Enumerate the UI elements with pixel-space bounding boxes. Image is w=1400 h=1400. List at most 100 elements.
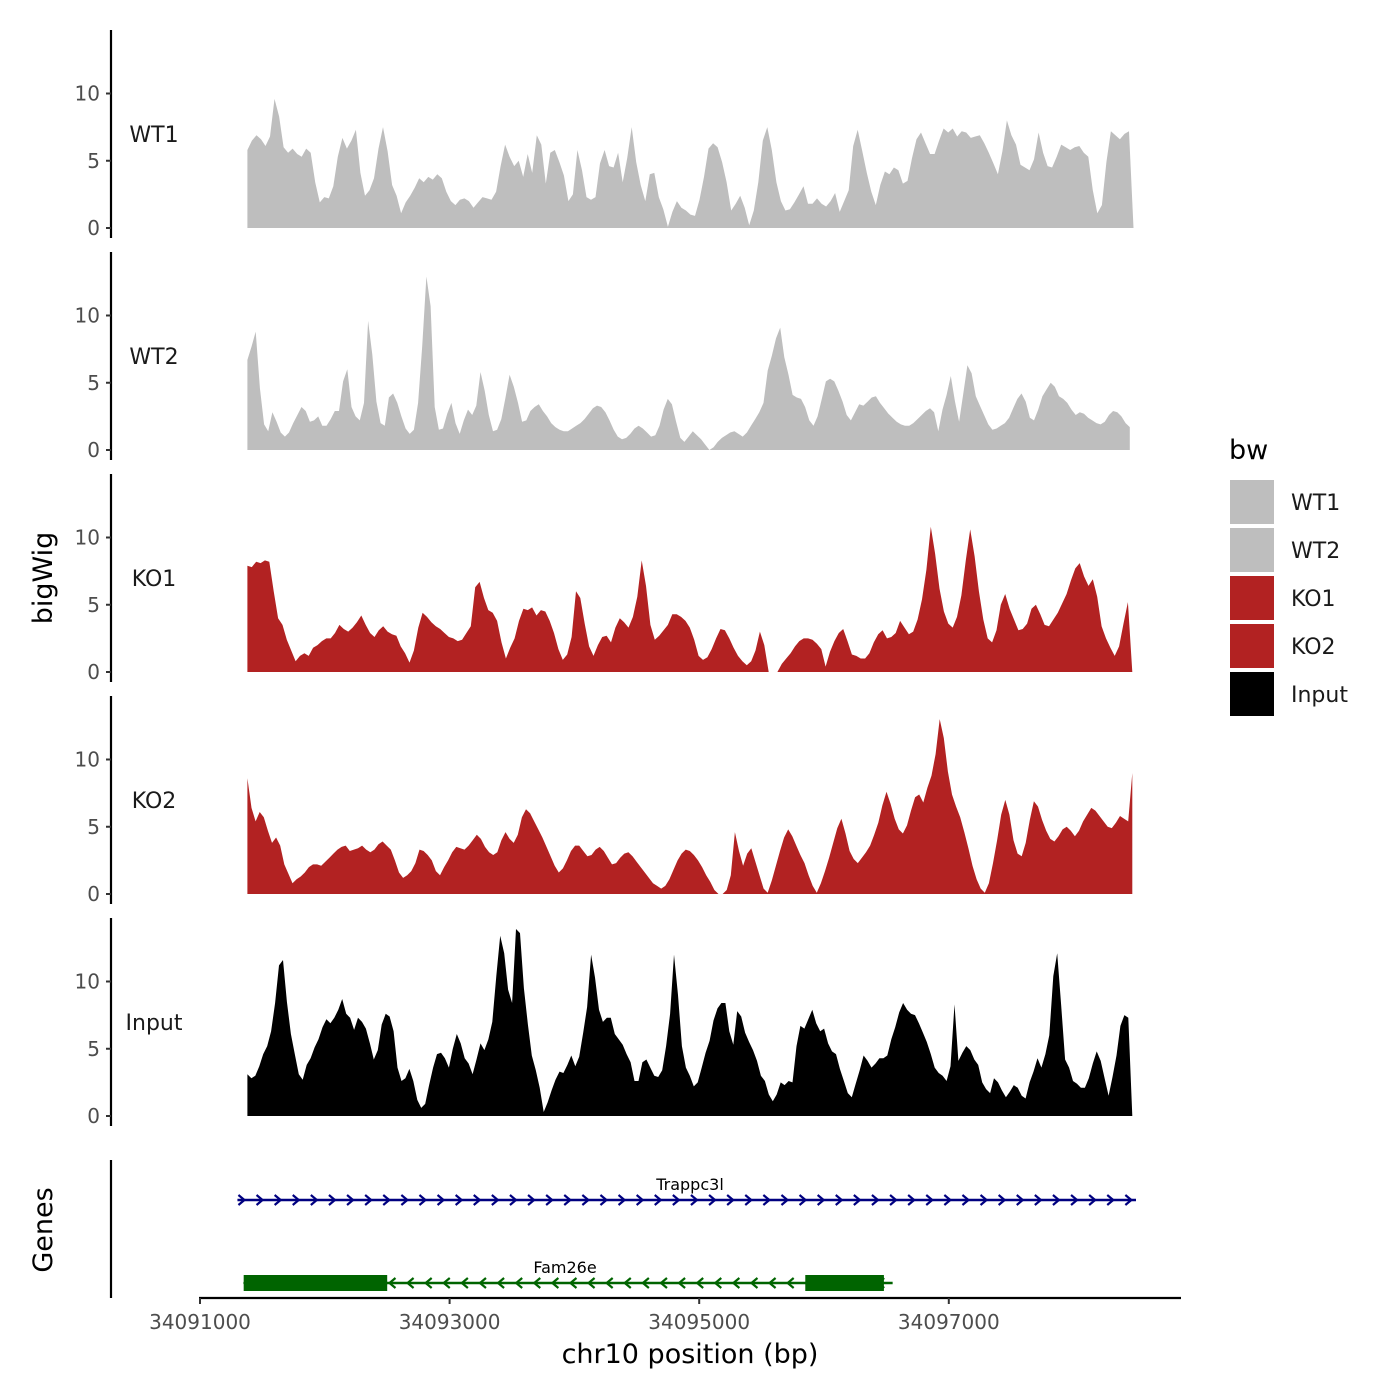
strand-arrow	[835, 1194, 844, 1206]
strand-arrow	[889, 1194, 898, 1206]
strand-arrow	[731, 1277, 741, 1289]
strand-arrow	[654, 1194, 663, 1206]
strand-arrow	[527, 1194, 536, 1206]
legend-label-wt2: WT2	[1291, 539, 1340, 564]
gene-panel: Trappc3l Fam26e	[109, 1160, 1136, 1298]
exon-block	[243, 1275, 388, 1291]
coverage-panels: 0 5 10 WT1 0 5 10 WT2 0 5 10 KO1 0 5 10 KO2 0 5 10 Input	[75, 30, 1134, 1128]
track-label-ko2: KO2	[132, 789, 177, 814]
strand-arrow	[599, 1194, 609, 1206]
strand-arrow	[400, 1194, 410, 1206]
coverage-area-ko2	[247, 719, 1133, 894]
strand-arrow	[853, 1194, 862, 1206]
strand-arrow	[382, 1194, 391, 1206]
strand-arrow	[623, 1277, 632, 1289]
strand-arrow	[672, 1194, 681, 1206]
strand-arrow	[310, 1194, 319, 1206]
strand-arrow	[1052, 1194, 1061, 1206]
y-tick-label: 0	[87, 660, 100, 684]
strand-arrow	[387, 1277, 397, 1289]
strand-arrow	[346, 1194, 355, 1206]
strand-arrow	[690, 1194, 699, 1206]
strand-arrow	[532, 1277, 541, 1289]
legend-swatch-ko2	[1230, 624, 1274, 668]
strand-arrow	[780, 1194, 790, 1206]
strand-arrow	[418, 1194, 428, 1206]
y-tick-label: 10	[75, 970, 100, 994]
track-label-input: Input	[126, 1011, 183, 1036]
strand-arrow	[617, 1194, 627, 1206]
strand-arrow	[1034, 1194, 1043, 1206]
strand-arrow	[514, 1277, 523, 1289]
strand-arrow	[943, 1194, 953, 1206]
strand-arrow	[816, 1194, 826, 1206]
strand-arrow	[563, 1194, 572, 1206]
gene-label: Trappc3l	[655, 1175, 724, 1194]
strand-arrow	[442, 1277, 451, 1289]
strand-arrow	[749, 1277, 759, 1289]
y-tick-label: 0	[87, 216, 100, 240]
strand-arrow	[496, 1277, 505, 1289]
strand-arrow	[460, 1277, 469, 1289]
y-tick-label: 10	[75, 82, 100, 106]
track-panel-ko2: 0 5 10 KO2	[75, 696, 1133, 906]
y-tick-label: 5	[87, 149, 100, 173]
strand-arrow	[961, 1194, 971, 1206]
coverage-area-ko1	[247, 526, 1133, 672]
gene-trappc3l: Trappc3l	[237, 1175, 1136, 1206]
track-label-wt2: WT2	[129, 345, 178, 370]
track-label-ko1: KO1	[132, 567, 177, 592]
strand-arrow	[744, 1194, 753, 1206]
strand-arrow	[1088, 1194, 1097, 1206]
strand-arrow	[423, 1277, 433, 1289]
gene-fam26e: Fam26e	[242, 1258, 893, 1291]
y-tick-label: 5	[87, 593, 100, 617]
strand-arrow	[292, 1194, 301, 1206]
legend-label-wt1: WT1	[1291, 491, 1340, 516]
strand-arrow	[1070, 1194, 1079, 1206]
strand-arrow	[604, 1277, 614, 1289]
x-tick-label: 34093000	[399, 1310, 501, 1334]
strand-arrow	[798, 1194, 808, 1206]
coverage-area-wt2	[247, 276, 1130, 450]
legend-swatch-wt1	[1230, 480, 1274, 524]
strand-arrow	[581, 1194, 591, 1206]
track-label-wt1: WT1	[129, 123, 178, 148]
strand-arrow	[436, 1194, 446, 1206]
y-tick-label: 10	[75, 304, 100, 328]
y-tick-label: 5	[87, 1037, 100, 1061]
strand-arrow	[635, 1194, 645, 1206]
exon-block	[805, 1275, 884, 1291]
y-tick-label: 10	[75, 526, 100, 550]
strand-arrow	[509, 1194, 518, 1206]
x-axis-title: chr10 position (bp)	[562, 1339, 819, 1370]
track-panel-ko1: 0 5 10 KO1	[75, 474, 1133, 684]
strand-arrow	[979, 1194, 989, 1206]
strand-arrow	[478, 1277, 487, 1289]
x-tick-label: 34095000	[648, 1310, 750, 1334]
strand-arrow	[237, 1194, 247, 1206]
strand-arrow	[545, 1194, 554, 1206]
y-axis-title: bigWig	[28, 532, 59, 625]
strand-arrow	[255, 1194, 265, 1206]
strand-arrow	[708, 1194, 717, 1206]
strand-arrow	[405, 1277, 415, 1289]
y-tick-label: 5	[87, 815, 100, 839]
legend-swatch-wt2	[1230, 528, 1274, 572]
genes-axis-title: Genes	[28, 1187, 59, 1272]
strand-arrow	[491, 1194, 500, 1206]
strand-arrow	[871, 1194, 880, 1206]
strand-arrow	[1016, 1194, 1025, 1206]
track-panel-wt2: 0 5 10 WT2	[75, 252, 1130, 462]
track-panel-input: 0 5 10 Input	[75, 918, 1133, 1128]
x-tick-label: 34091000	[149, 1310, 251, 1334]
x-ticks: 34091000 34093000 34095000 34097000	[149, 1298, 1000, 1334]
strand-arrow	[586, 1277, 596, 1289]
strand-arrow	[726, 1194, 735, 1206]
strand-arrow	[1106, 1194, 1115, 1206]
y-tick-label: 5	[87, 371, 100, 395]
legend: bw WT1 WT2 KO1 KO2 Input	[1229, 435, 1348, 716]
strand-arrow	[762, 1194, 772, 1206]
strand-arrow	[454, 1194, 464, 1206]
